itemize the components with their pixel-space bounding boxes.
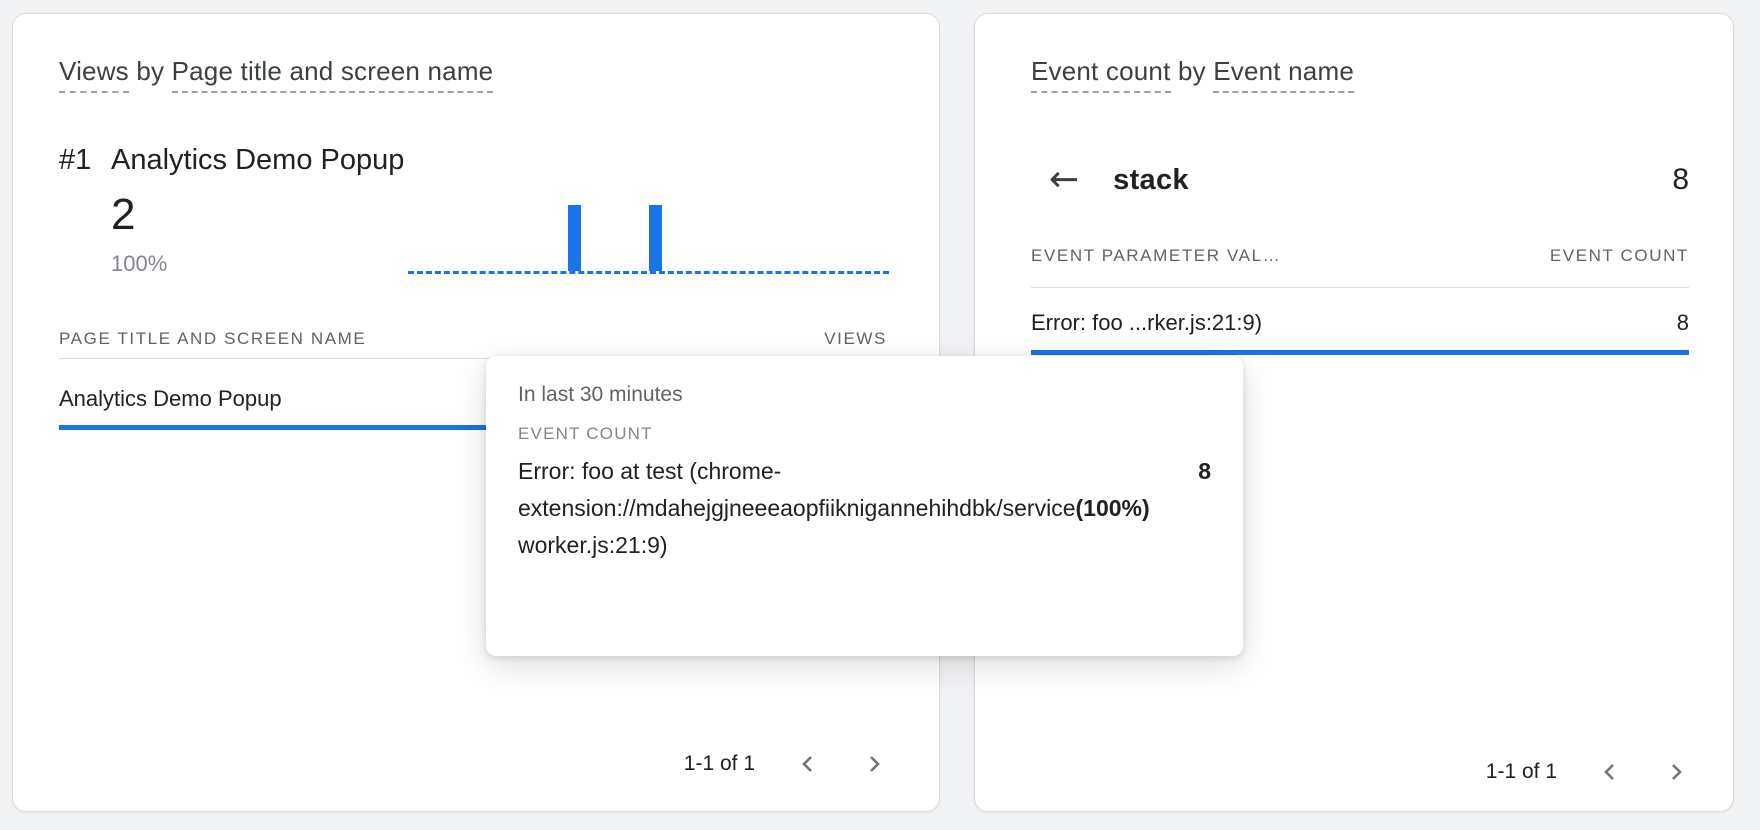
right-pagination: 1-1 of 1 — [1486, 759, 1689, 785]
table-divider — [59, 358, 887, 359]
table-divider — [1031, 287, 1689, 288]
tooltip-period: In last 30 minutes — [518, 383, 683, 406]
chevron-left-icon[interactable] — [1597, 759, 1623, 785]
row-progress-bar — [59, 425, 887, 430]
title-connector: by — [128, 56, 172, 86]
title-connector: by — [1170, 56, 1214, 86]
drilldown-header: ← stack 8 — [1049, 162, 1689, 198]
tooltip-percent: (100%) — [1075, 495, 1150, 521]
metric-selector[interactable]: Event count — [1031, 56, 1171, 93]
back-arrow-icon[interactable]: ← — [1049, 159, 1080, 200]
chevron-left-icon[interactable] — [795, 751, 821, 777]
rank-label: #1 — [59, 144, 92, 176]
top-item-row: #1 Analytics Demo Popup — [59, 144, 404, 177]
tooltip-error-line-2: extension://mdahejgjneeeaopfiiknigannehi… — [518, 495, 1076, 521]
table-row[interactable]: Error: foo ...rker.js:21:9) 8 — [1031, 310, 1689, 336]
row-progress-bar — [1031, 350, 1689, 355]
tooltip-error-line-1: Error: foo at test (chrome- — [518, 458, 782, 484]
column-header-metric[interactable]: EVENT COUNT — [1549, 246, 1689, 265]
right-card-title: Event count by Event name — [1031, 56, 1354, 93]
sparkline — [408, 205, 889, 274]
left-pagination: 1-1 of 1 — [684, 751, 887, 777]
sparkline-bar — [568, 205, 581, 271]
dimension-selector[interactable]: Event name — [1213, 56, 1354, 93]
pagination-label: 1-1 of 1 — [1485, 760, 1557, 783]
tooltip-body: Error: foo at test (chrome- 8 extension:… — [518, 453, 1211, 564]
pagination-label: 1-1 of 1 — [683, 752, 755, 775]
chevron-right-icon[interactable] — [861, 751, 887, 777]
dimension-selector[interactable]: Page title and screen name — [171, 56, 494, 93]
right-table-header: EVENT PARAMETER VAL… EVENT COUNT — [1031, 246, 1689, 266]
metric-percent: 100% — [111, 251, 168, 276]
row-label: Analytics Demo Popup — [59, 386, 282, 411]
row-value: 8 — [1676, 310, 1689, 335]
left-table-header: PAGE TITLE AND SCREEN NAME VIEWS — [59, 329, 887, 349]
drilldown-event-count: 8 — [1672, 163, 1689, 196]
column-header-dimension[interactable]: EVENT PARAMETER VAL… — [1031, 246, 1282, 265]
column-header-metric[interactable]: VIEWS — [824, 329, 887, 348]
left-card-title: Views by Page title and screen name — [59, 56, 494, 93]
table-row[interactable]: Analytics Demo Popup — [59, 386, 887, 412]
tooltip-error-line-3: worker.js:21:9) — [518, 532, 668, 558]
metric-value: 2 — [111, 190, 136, 239]
row-hover-tooltip: In last 30 minutes EVENT COUNT Error: fo… — [486, 356, 1243, 656]
tooltip-metric-label: EVENT COUNT — [518, 424, 653, 443]
sparkline-bar — [649, 205, 662, 271]
metric-selector[interactable]: Views — [59, 56, 129, 93]
top-item-name: Analytics Demo Popup — [111, 144, 405, 176]
column-header-dimension[interactable]: PAGE TITLE AND SCREEN NAME — [59, 329, 367, 348]
tooltip-value: 8 — [1198, 458, 1211, 484]
drilldown-event-name: stack — [1113, 163, 1189, 196]
row-label: Error: foo ...rker.js:21:9) — [1031, 310, 1263, 335]
chevron-right-icon[interactable] — [1663, 759, 1689, 785]
